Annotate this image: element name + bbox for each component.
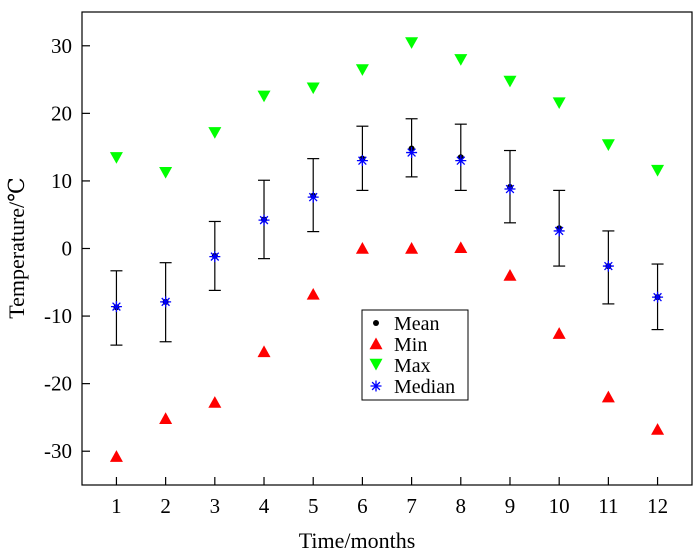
x-tick-label: 9	[505, 494, 516, 518]
min-marker	[208, 396, 222, 408]
y-axis: -30 -20 -10 0 10 20 30	[44, 34, 90, 463]
y-tick-label: -20	[44, 372, 72, 396]
median-marker	[504, 183, 516, 195]
median-marker	[209, 251, 221, 263]
min-marker	[552, 327, 566, 339]
min-marker	[503, 269, 517, 281]
y-tick-label: -30	[44, 439, 72, 463]
x-tick-label: 6	[357, 494, 368, 518]
legend-label-median: Median	[394, 376, 455, 398]
median-marker	[652, 291, 664, 303]
x-tick-label: 1	[111, 494, 122, 518]
median-marker	[602, 260, 614, 272]
x-tick-label: 8	[456, 494, 467, 518]
median-marker	[160, 296, 172, 308]
max-marker	[257, 90, 271, 103]
max-marker	[405, 37, 419, 49]
min-marker	[405, 242, 419, 254]
legend-box	[361, 309, 469, 401]
min-marker	[109, 450, 123, 462]
min-marker	[159, 412, 173, 424]
median-marker	[553, 225, 565, 237]
min-marker	[601, 390, 615, 403]
x-tick-label: 3	[210, 494, 221, 518]
x-tick-label: 12	[647, 494, 668, 518]
legend-swatch-mean	[373, 320, 379, 326]
min-marker	[355, 242, 369, 254]
median-marker	[110, 301, 122, 313]
legend-label-mean: Mean	[394, 313, 440, 335]
y-tick-label: 20	[51, 101, 72, 125]
max-marker	[159, 166, 173, 179]
min-marker	[257, 345, 271, 358]
median-marker	[356, 155, 368, 167]
legend-label-min: Min	[394, 334, 427, 356]
max-marker	[552, 97, 566, 110]
x-tick-label: 5	[308, 494, 319, 518]
max-marker	[503, 75, 517, 88]
y-axis-title: Temperature/℃	[4, 177, 29, 319]
legend-swatch-min	[369, 337, 383, 350]
y-tick-label: -10	[44, 304, 72, 328]
x-axis: 1 2 3 4 5 6 7 8 9 10 11 12	[111, 477, 668, 518]
max-marker	[109, 152, 123, 164]
x-tick-label: 4	[259, 494, 270, 518]
max-marker	[454, 54, 468, 66]
x-axis-title: Time/months	[299, 528, 416, 553]
plot-frame	[81, 11, 693, 486]
legend-label-max: Max	[394, 355, 431, 377]
y-tick-label: 10	[51, 169, 72, 193]
data-markers	[109, 37, 665, 462]
median-marker	[406, 147, 418, 159]
median-marker	[455, 155, 467, 167]
x-tick-label: 7	[406, 494, 417, 518]
x-tick-label: 2	[160, 494, 171, 518]
legend-swatch-median	[370, 380, 382, 392]
x-tick-label: 10	[549, 494, 570, 518]
legend-swatch-max	[369, 358, 383, 371]
min-marker	[454, 241, 468, 254]
min-marker	[651, 423, 665, 435]
median-marker	[307, 191, 319, 203]
max-marker	[355, 64, 369, 76]
max-marker	[306, 82, 320, 95]
y-tick-label: 0	[62, 237, 73, 261]
max-marker	[651, 164, 665, 177]
y-tick-label: 30	[51, 34, 72, 58]
max-marker	[601, 139, 615, 151]
x-tick-label: 11	[598, 494, 618, 518]
min-marker	[306, 287, 320, 300]
max-marker	[208, 127, 222, 139]
median-marker	[258, 214, 270, 226]
axes	[81, 11, 693, 486]
